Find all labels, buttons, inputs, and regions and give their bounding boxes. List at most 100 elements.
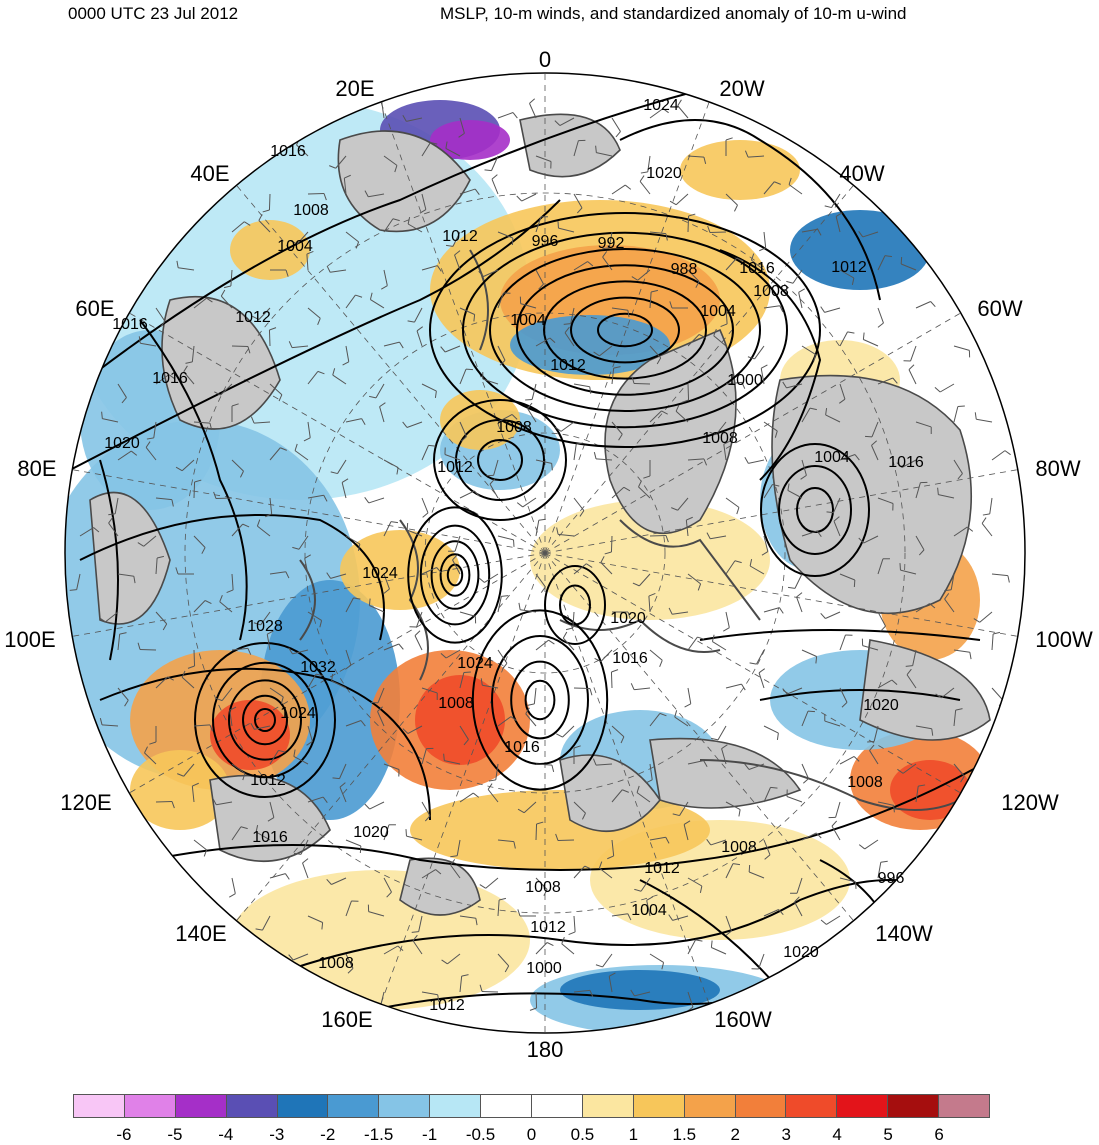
colorbar-swatch [430, 1095, 481, 1117]
colorbar-swatch [176, 1095, 227, 1117]
isobar-label: 1016 [270, 143, 306, 160]
longitude-label: 160E [321, 1009, 372, 1031]
colorbar-tick-label: 5 [883, 1125, 892, 1145]
isobar-label: 1016 [612, 650, 648, 667]
colorbar-tick-label: 3 [781, 1125, 790, 1145]
isobar-label: 1008 [847, 774, 883, 791]
longitude-label: 0 [539, 49, 551, 71]
isobar-label: 1024 [457, 655, 493, 672]
colorbar-swatch [379, 1095, 430, 1117]
isobar-label: 1016 [252, 829, 288, 846]
isobar-label: 1020 [863, 697, 899, 714]
colorbar-tick-label: -1 [422, 1125, 437, 1145]
colorbar-tick-label: -1.5 [364, 1125, 393, 1145]
isobar-label: 1012 [442, 228, 478, 245]
isobar-label: 1016 [112, 316, 148, 333]
colorbar-tick-label: 2 [731, 1125, 740, 1145]
isobar-label: 1012 [250, 772, 286, 789]
isobar-label: 1008 [702, 430, 738, 447]
longitude-label: 40E [190, 163, 229, 185]
colorbar-tick-label: 4 [832, 1125, 841, 1145]
longitude-label: 80E [17, 458, 56, 480]
colorbar-tick-label: -2 [320, 1125, 335, 1145]
isobar-label: 1024 [643, 97, 679, 114]
isobar-label: 988 [671, 261, 698, 278]
colorbar-swatch [939, 1095, 989, 1117]
colorbar-tick-label: 1.5 [673, 1125, 697, 1145]
longitude-label: 100W [1035, 629, 1092, 651]
isobar-label: 1012 [429, 997, 465, 1014]
longitude-label: 140E [175, 923, 226, 945]
isobar-label: 1008 [753, 283, 789, 300]
isobar-label: 1004 [814, 449, 850, 466]
colorbar-tick-label: 0.5 [571, 1125, 595, 1145]
colorbar-swatch [634, 1095, 685, 1117]
colorbar-tick-label: -4 [218, 1125, 233, 1145]
isobar-label: 1000 [526, 960, 562, 977]
colorbar-tick-label: 0 [527, 1125, 536, 1145]
colorbar-swatch [328, 1095, 379, 1117]
colorbar-swatch [888, 1095, 939, 1117]
colorbar-swatch [736, 1095, 787, 1117]
colorbar-swatch [685, 1095, 736, 1117]
isobar-label: 996 [878, 870, 905, 887]
isobar-label: 1032 [300, 659, 336, 676]
isobar-label: 1016 [739, 260, 775, 277]
isobar-label: 1008 [496, 419, 532, 436]
colorbar-swatch [278, 1095, 329, 1117]
longitude-label: 40W [839, 163, 884, 185]
longitude-label: 160W [714, 1009, 771, 1031]
isobar-label: 1004 [631, 902, 667, 919]
isobar-label: 1008 [525, 879, 561, 896]
longitude-label: 80W [1035, 458, 1080, 480]
polar-stereographic-map: 1024 1020 1016 1008 1004 1012 996 992 988 1004 100… [0, 0, 1099, 1085]
isobar-label: 1020 [646, 165, 682, 182]
longitude-label: 120W [1001, 792, 1058, 814]
isobar-label: 1012 [831, 259, 867, 276]
longitude-label: 60E [75, 298, 114, 320]
isobar-label: 996 [532, 233, 559, 250]
colorbar-swatch [481, 1095, 532, 1117]
isobar-label: 1008 [293, 202, 329, 219]
isobar-label: 1000 [727, 372, 763, 389]
isobar-label: 1012 [530, 919, 566, 936]
isobar-label: 1012 [644, 860, 680, 877]
colorbar-swatch [837, 1095, 888, 1117]
longitude-label: 20E [335, 78, 374, 100]
isobar-label: 1024 [362, 565, 398, 582]
colorbar-tick-label: -3 [269, 1125, 284, 1145]
isobar-label: 1016 [152, 370, 188, 387]
isobar-label: 1016 [888, 454, 924, 471]
colorbar-tick-label: 1 [629, 1125, 638, 1145]
longitude-label: 100E [4, 629, 55, 651]
colorbar-tick-label: -6 [116, 1125, 131, 1145]
longitude-label: 140W [875, 923, 932, 945]
longitude-label: 60W [977, 298, 1022, 320]
colorbar-swatch [227, 1095, 278, 1117]
colorbar-swatch [74, 1095, 125, 1117]
isobar-label: 1016 [504, 739, 540, 756]
longitude-label: 20W [719, 78, 764, 100]
isobar-label: 1008 [438, 695, 474, 712]
isobar-label: 1004 [700, 303, 736, 320]
isobar-label: 1004 [510, 312, 546, 329]
colorbar-tick-label: -5 [167, 1125, 182, 1145]
isobar-label: 1012 [235, 309, 271, 326]
colorbar-swatch [125, 1095, 176, 1117]
isobar-label: 1028 [247, 618, 283, 635]
colorbar-tick-label: -0.5 [466, 1125, 495, 1145]
isobar-label: 1008 [721, 839, 757, 856]
colorbar [73, 1094, 990, 1118]
isobar-label: 1020 [104, 435, 140, 452]
colorbar-swatch [532, 1095, 583, 1117]
isobar-label: 992 [598, 235, 625, 252]
isobar-label: 1020 [783, 944, 819, 961]
isobar-label: 1012 [550, 357, 586, 374]
longitude-label: 120E [60, 792, 111, 814]
colorbar-swatch [583, 1095, 634, 1117]
isobar-label: 1012 [437, 459, 473, 476]
isobar-label: 1020 [610, 610, 646, 627]
isobar-label: 1024 [280, 705, 316, 722]
isobar-label: 1020 [353, 824, 389, 841]
longitude-label: 180 [527, 1039, 564, 1061]
